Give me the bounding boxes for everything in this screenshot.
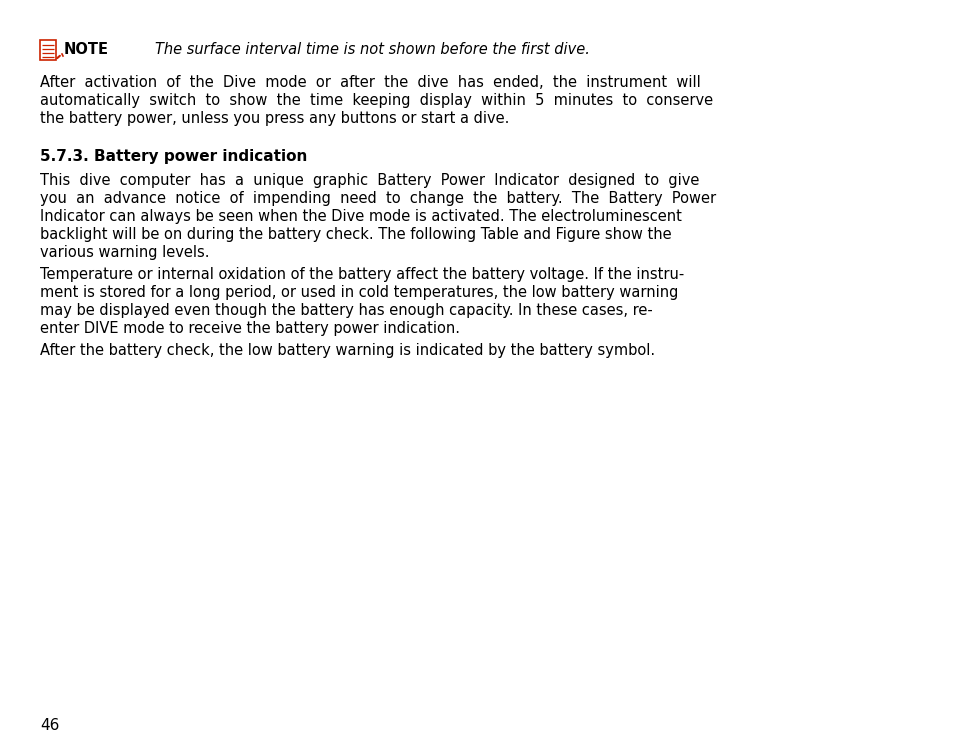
- Text: the battery power, unless you press any buttons or start a dive.: the battery power, unless you press any …: [40, 111, 509, 126]
- Text: Indicator can always be seen when the Dive mode is activated. The electrolumines: Indicator can always be seen when the Di…: [40, 209, 681, 224]
- Text: automatically  switch  to  show  the  time  keeping  display  within  5  minutes: automatically switch to show the time ke…: [40, 93, 713, 108]
- Text: 46: 46: [40, 718, 59, 733]
- Text: you  an  advance  notice  of  impending  need  to  change  the  battery.  The  B: you an advance notice of impending need …: [40, 191, 716, 206]
- Text: This  dive  computer  has  a  unique  graphic  Battery  Power  Indicator  design: This dive computer has a unique graphic …: [40, 173, 699, 188]
- Text: NOTE: NOTE: [64, 42, 109, 57]
- Text: backlight will be on during the battery check. The following Table and Figure sh: backlight will be on during the battery …: [40, 227, 671, 242]
- Text: ment is stored for a long period, or used in cold temperatures, the low battery : ment is stored for a long period, or use…: [40, 285, 678, 300]
- Text: may be displayed even though the battery has enough capacity. In these cases, re: may be displayed even though the battery…: [40, 303, 652, 318]
- Text: The surface interval time is not shown before the first dive.: The surface interval time is not shown b…: [154, 42, 589, 57]
- Text: 5.7.3. Battery power indication: 5.7.3. Battery power indication: [40, 149, 307, 164]
- Text: enter DIVE mode to receive the battery power indication.: enter DIVE mode to receive the battery p…: [40, 321, 459, 336]
- Bar: [40, 40, 56, 60]
- Text: Temperature or internal oxidation of the battery affect the battery voltage. If : Temperature or internal oxidation of the…: [40, 267, 683, 282]
- Text: various warning levels.: various warning levels.: [40, 245, 210, 260]
- Text: After the battery check, the low battery warning is indicated by the battery sym: After the battery check, the low battery…: [40, 343, 655, 358]
- Text: After  activation  of  the  Dive  mode  or  after  the  dive  has  ended,  the  : After activation of the Dive mode or aft…: [40, 75, 700, 90]
